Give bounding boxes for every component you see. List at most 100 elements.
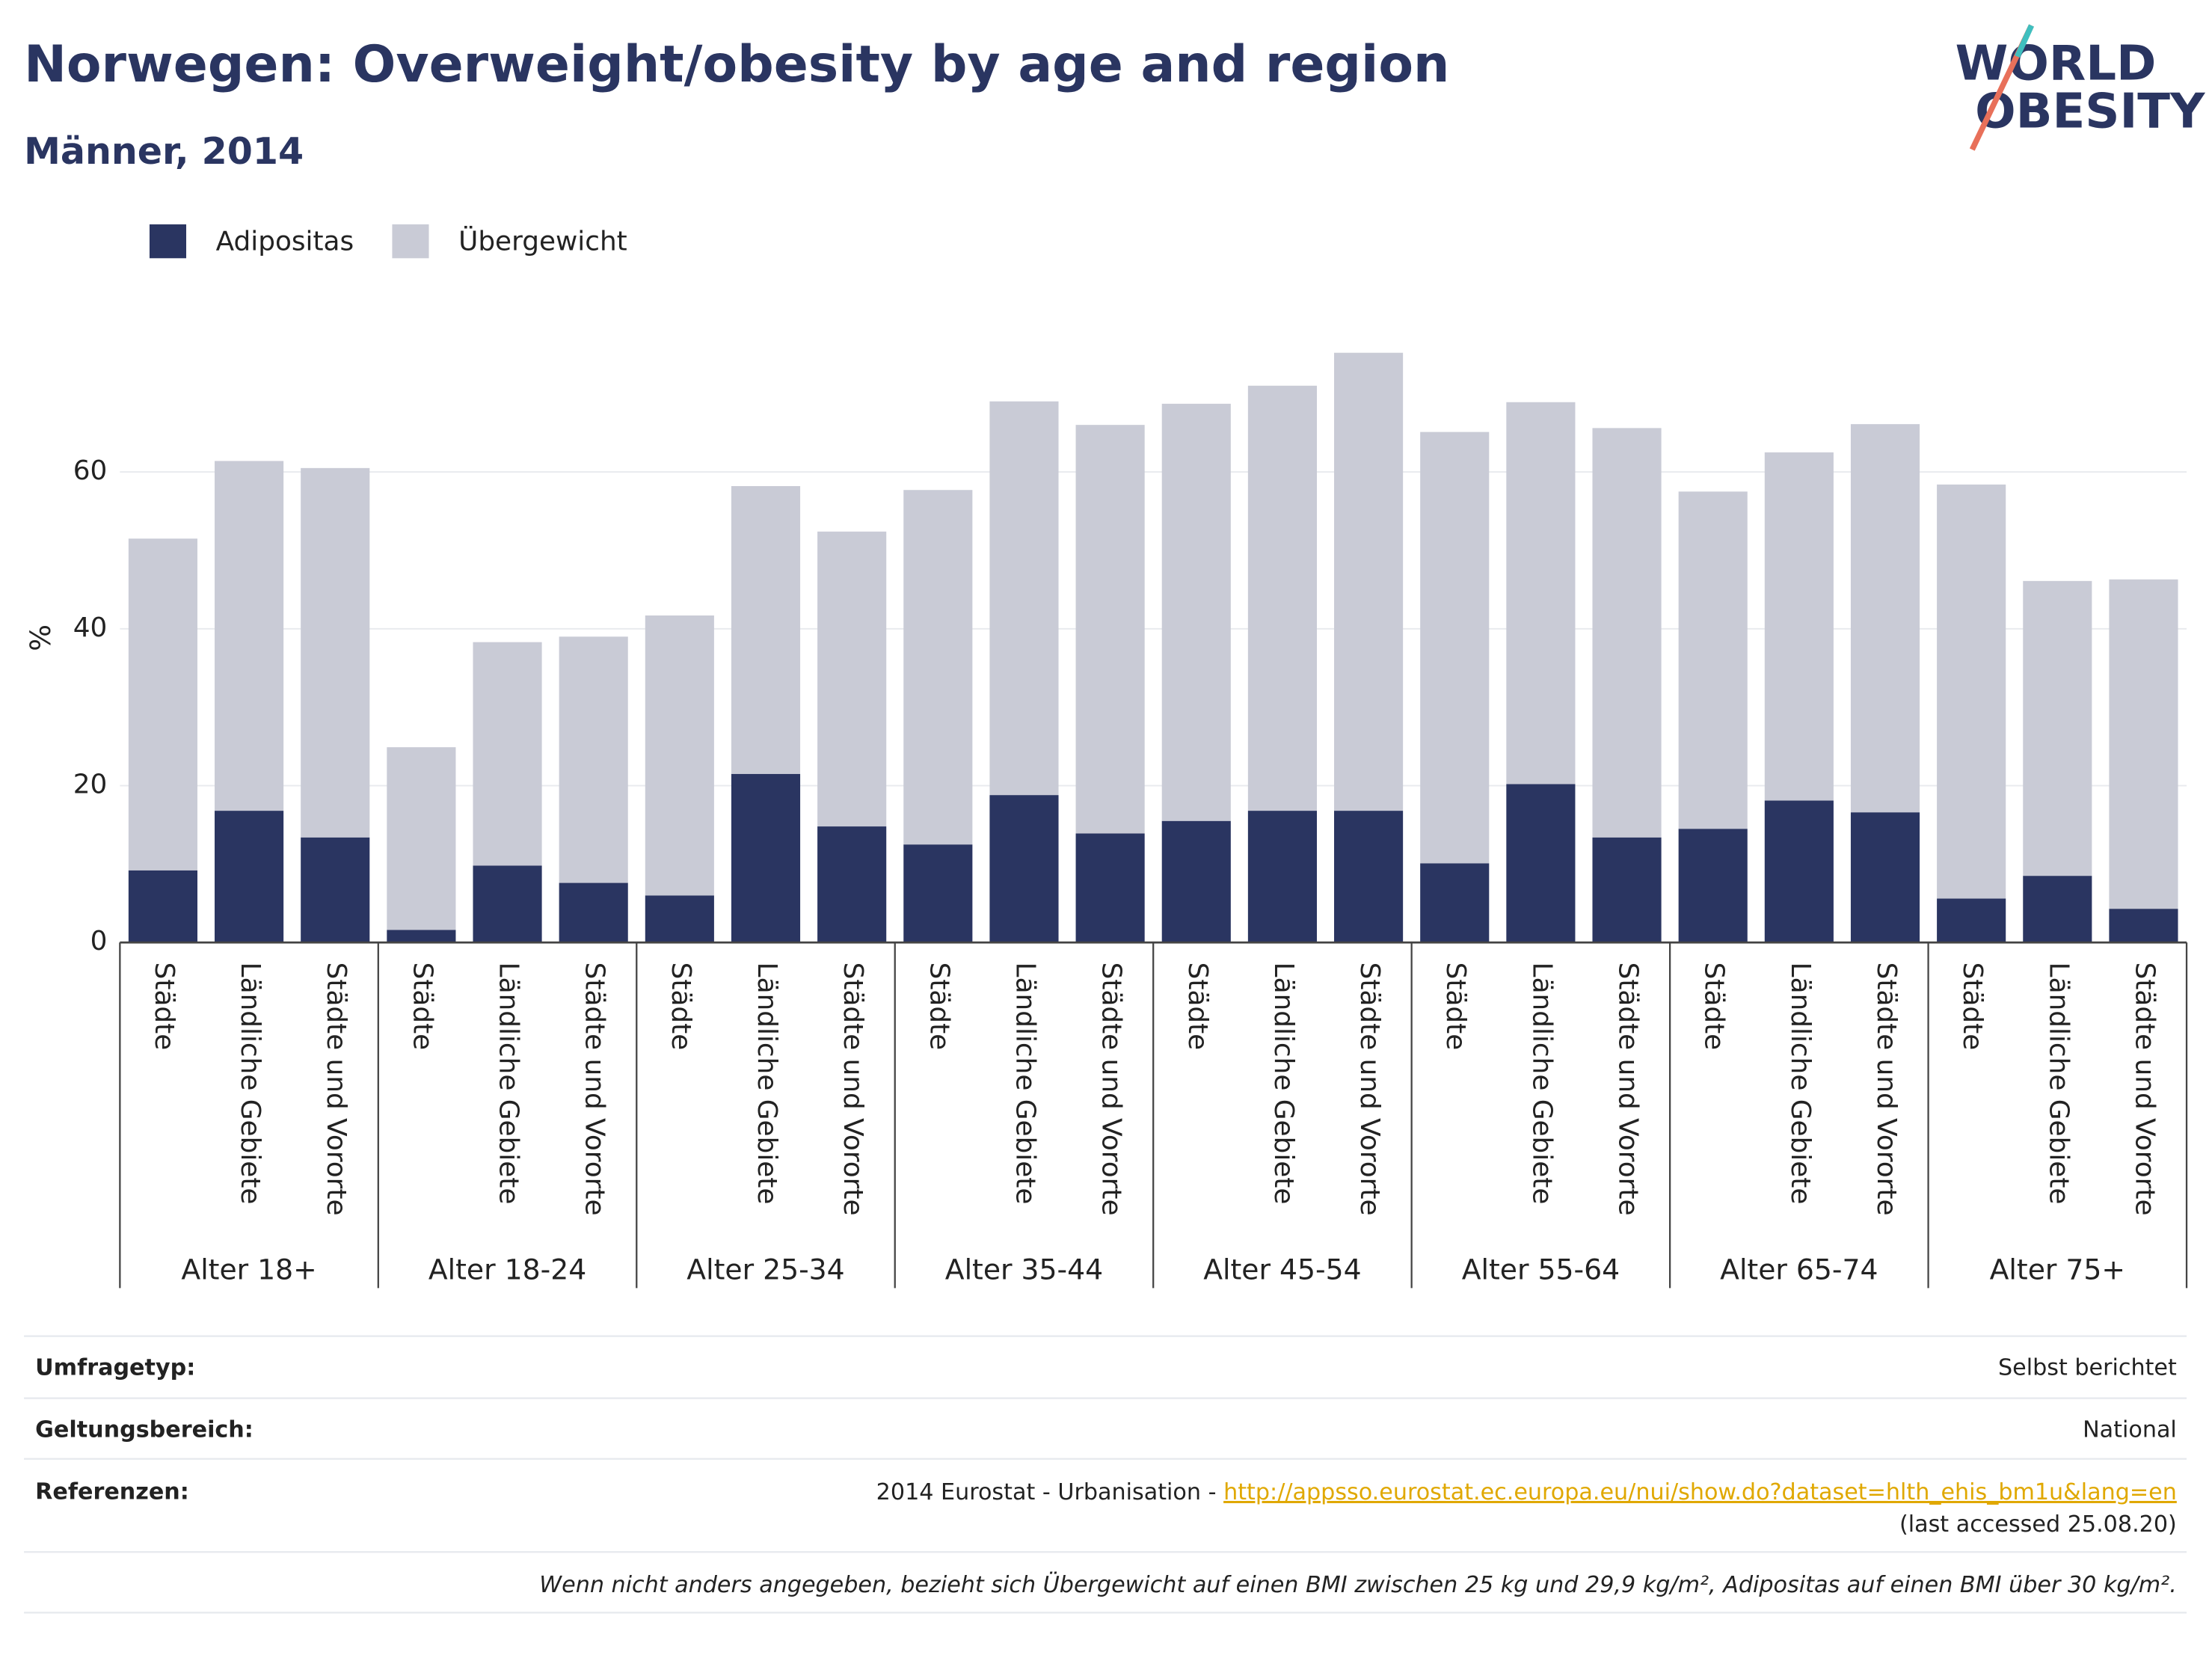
x-tick-label: Städte und Vororte <box>838 962 868 1216</box>
y-tick-label: 0 <box>90 926 108 957</box>
footer-value: Selbst berichtet <box>1998 1354 2177 1381</box>
bar-segment <box>903 844 973 943</box>
group-label: Alter 18-24 <box>428 1253 586 1286</box>
x-tick-label: Städte und Vororte <box>580 962 610 1216</box>
bar-segment <box>387 930 456 943</box>
bar-segment <box>559 636 628 883</box>
bar-segment <box>1506 402 1576 784</box>
bar-segment <box>1506 784 1576 943</box>
group-label: Alter 25-34 <box>686 1253 844 1286</box>
x-tick-label: Städte und Vororte <box>321 962 351 1216</box>
bar-segment <box>559 882 628 943</box>
bar-segment <box>1937 898 2006 943</box>
x-tick-label: Städte <box>1699 962 1730 1051</box>
footer-label: Geltungsbereich: <box>35 1416 254 1443</box>
chart-title: Norwegen: Overweight/obesity by age and … <box>24 35 1449 94</box>
group-label: Alter 45-54 <box>1203 1253 1361 1286</box>
y-tick-label: 40 <box>73 612 108 643</box>
bar-segment <box>645 615 714 896</box>
x-tick-label: Ländliche Gebiete <box>235 962 265 1205</box>
bar-segment <box>473 642 542 866</box>
x-tick-label: Städte und Vororte <box>2129 962 2160 1216</box>
bar-segment <box>301 837 370 943</box>
reference-link: http://appsso.eurostat.ec.europa.eu/nui/… <box>1223 1479 2177 1505</box>
footer-value: National <box>2083 1416 2177 1443</box>
chart-subtitle: Männer, 2014 <box>24 129 304 173</box>
group-label: Alter 18+ <box>181 1253 316 1286</box>
bar-segment <box>2109 909 2178 943</box>
reference: 2014 Eurostat - Urbanisation - http://ap… <box>876 1479 2177 1505</box>
x-tick-label: Ländliche Gebiete <box>494 962 524 1205</box>
group-label: Alter 75+ <box>1990 1253 2125 1286</box>
bar-segment <box>731 485 801 774</box>
bar-segment <box>387 747 456 930</box>
x-tick-label: Ländliche Gebiete <box>2043 962 2074 1205</box>
footer-label: Referenzen: <box>35 1479 189 1505</box>
bar-segment <box>1161 820 1231 943</box>
bar-segment <box>1161 403 1231 821</box>
footer: Umfragetyp: Selbst berichtet Geltungsberei… <box>24 1335 2187 1614</box>
footer-label: Umfragetyp: <box>35 1354 195 1381</box>
bar-segment <box>473 865 542 943</box>
reference-suffix: (last accessed 25.08.20) <box>1899 1511 2177 1538</box>
y-axis-label: % <box>24 624 57 651</box>
bar-segment <box>301 467 370 838</box>
legend-label: Adipositas <box>216 227 354 257</box>
x-tick-label: Städte und Vororte <box>1871 962 1902 1216</box>
bar-segment <box>1678 491 1748 829</box>
bar-segment <box>1420 432 1490 864</box>
bar-segment <box>817 826 887 943</box>
reference-prefix: 2014 Eurostat - Urbanisation - <box>876 1479 1223 1505</box>
bar-segment <box>2023 580 2092 876</box>
bar-segment <box>1850 812 1920 943</box>
logo-slash-top <box>2015 24 2034 58</box>
bar-segment <box>1850 424 1920 813</box>
bar-segment <box>1592 837 1662 943</box>
x-tick-label: Städte <box>1182 962 1213 1051</box>
bar-segment <box>989 401 1059 796</box>
x-tick-label: Ländliche Gebiete <box>752 962 782 1205</box>
x-tick-label: Städte <box>666 962 696 1051</box>
legend-swatch <box>149 224 187 259</box>
y-tick-label: 20 <box>73 770 108 800</box>
x-tick-label: Städte <box>1440 962 1471 1051</box>
bar-segment <box>128 538 197 871</box>
bar-segment <box>1764 800 1834 943</box>
bar-segment <box>2109 579 2178 909</box>
bar-segment <box>1334 811 1404 943</box>
x-tick-label: Ländliche Gebiete <box>1268 962 1299 1205</box>
group-label: Alter 65-74 <box>1720 1253 1878 1286</box>
x-tick-label: Städte <box>149 962 179 1051</box>
bar-segment <box>1764 452 1834 801</box>
bar-segment <box>1334 352 1404 811</box>
bar-segment <box>1678 829 1748 943</box>
x-tick-label: Städte und Vororte <box>1613 962 1644 1216</box>
group-label: Alter 35-44 <box>945 1253 1103 1286</box>
bar-segment <box>1420 863 1490 943</box>
logo-line2: OBESITY <box>1975 83 2206 139</box>
bar-segment <box>1937 484 2006 899</box>
x-tick-label: Städte und Vororte <box>1354 962 1385 1216</box>
footnote: Wenn nicht anders angegeben, bezieht sic… <box>539 1570 2177 1598</box>
bar-segment <box>215 811 284 943</box>
group-label: Alter 55-64 <box>1462 1253 1620 1286</box>
x-tick-label: Städte <box>407 962 437 1051</box>
logo-line1: WORLD <box>1956 35 2157 91</box>
legend-swatch <box>392 224 429 259</box>
bar-segment <box>989 795 1059 943</box>
bar-segment <box>1592 428 1662 838</box>
legend-label: Übergewicht <box>458 226 627 257</box>
bar-segment <box>731 773 801 943</box>
x-tick-label: Städte und Vororte <box>1096 962 1127 1216</box>
x-tick-label: Ländliche Gebiete <box>1526 962 1557 1205</box>
x-tick-label: Ländliche Gebiete <box>1010 962 1040 1205</box>
x-tick-label: Städte <box>924 962 954 1051</box>
bar-segment <box>1247 811 1317 943</box>
y-tick-label: 60 <box>73 455 108 486</box>
bar-segment <box>128 870 197 943</box>
bar-segment <box>817 531 887 827</box>
bar-segment <box>903 490 973 845</box>
bar-segment <box>1247 385 1317 811</box>
x-tick-label: Ländliche Gebiete <box>1785 962 1816 1205</box>
